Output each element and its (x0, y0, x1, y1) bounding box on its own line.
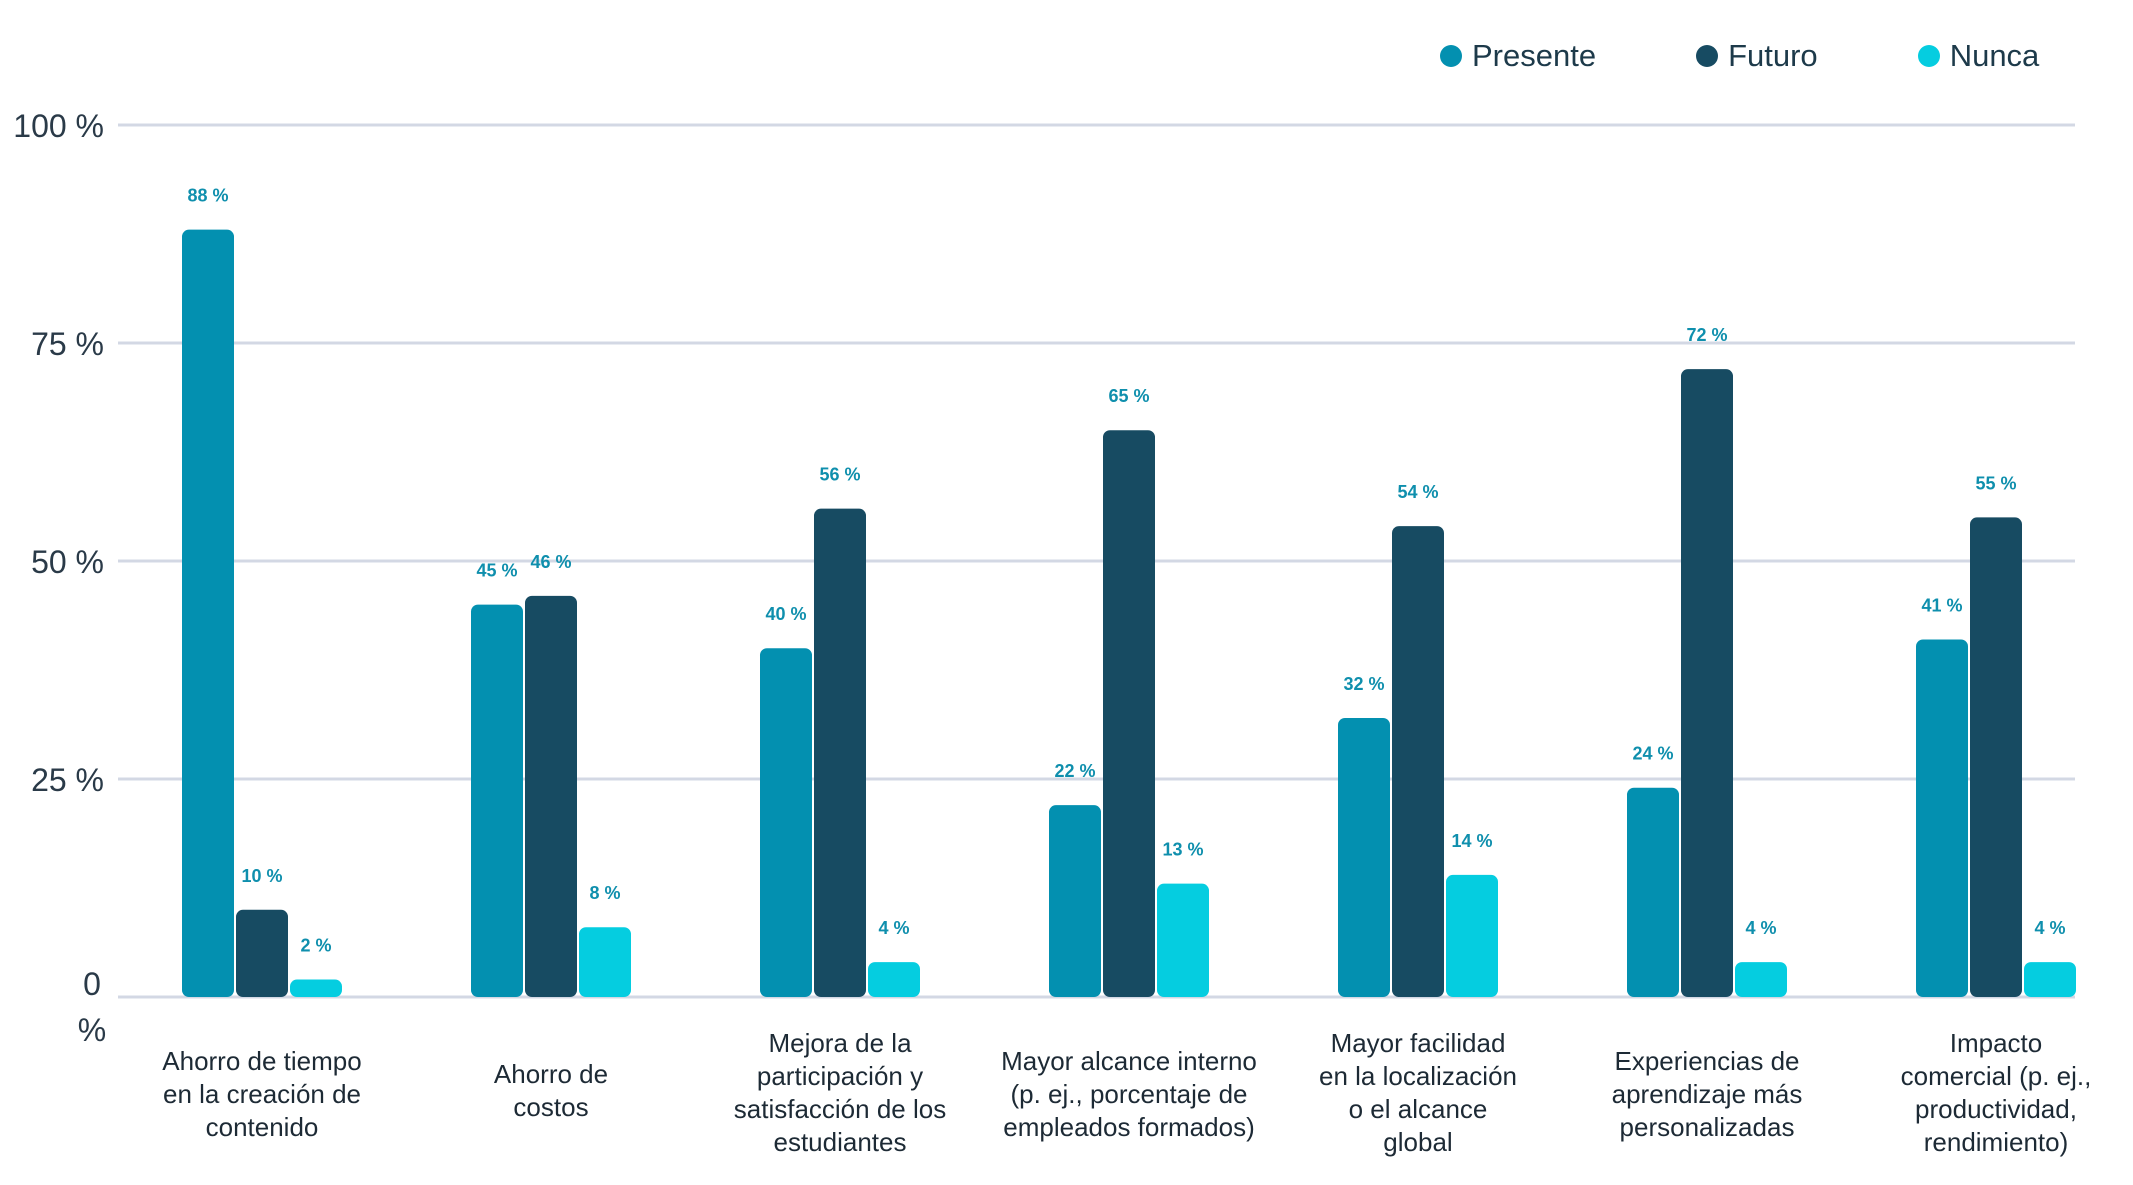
category-label: productividad, (1915, 1094, 2077, 1124)
legend-item-presente: Presente (1440, 36, 1596, 76)
category-label: participación y (757, 1061, 923, 1091)
y-tick-label: % (78, 1012, 106, 1048)
bar-presente (1627, 787, 1679, 997)
category-label: rendimiento) (1924, 1127, 2069, 1157)
legend-label: Presente (1472, 38, 1597, 73)
data-label: 4 % (1745, 918, 1776, 938)
bar-futuro (236, 909, 288, 997)
data-label: 13 % (1162, 840, 1203, 860)
bar-presente (182, 229, 234, 997)
data-label: 24 % (1632, 744, 1673, 764)
legend-label: Futuro (1728, 38, 1818, 73)
category-label: en la creación de (163, 1079, 361, 1109)
data-label: 55 % (1975, 473, 2016, 493)
category-label: empleados formados) (1003, 1112, 1254, 1142)
bar-futuro (814, 508, 866, 997)
bar-nunca (1157, 883, 1209, 997)
data-label: 2 % (300, 936, 331, 956)
category-label: Ahorro de tiempo (162, 1046, 361, 1076)
legend-swatch (1917, 45, 1940, 67)
y-tick-label: 100 % (13, 108, 104, 144)
category-label: Mayor alcance interno (1001, 1046, 1257, 1076)
bar-presente (760, 648, 812, 997)
y-tick-label: 75 % (31, 326, 104, 362)
category-label: contenido (206, 1112, 319, 1142)
data-label: 8 % (589, 883, 620, 903)
legend-swatch (1696, 45, 1719, 67)
data-label: 22 % (1054, 761, 1095, 781)
legend-label: Nunca (1949, 38, 2040, 73)
data-label: 46 % (530, 552, 571, 572)
category-label: Mayor facilidad (1331, 1028, 1506, 1058)
category-label: aprendizaje más (1612, 1079, 1803, 1109)
data-label: 56 % (819, 465, 860, 485)
category-label: en la localización (1319, 1061, 1517, 1091)
data-label: 54 % (1397, 482, 1438, 502)
category-label: estudiantes (774, 1127, 907, 1157)
category-label: personalizadas (1620, 1112, 1795, 1142)
legend-item-nunca: Nunca (1917, 36, 2040, 76)
bar-futuro (1103, 430, 1155, 997)
category-label: Ahorro de (494, 1059, 608, 1089)
data-label: 45 % (476, 561, 517, 581)
legend: Presente Futuro Nunca (1440, 36, 2039, 76)
bar-futuro (1970, 517, 2022, 997)
category-label: Mejora de la (768, 1028, 912, 1058)
y-tick-label: 25 % (31, 762, 104, 798)
bar-presente (1049, 805, 1101, 997)
bar-futuro (525, 595, 577, 997)
data-label: 10 % (241, 866, 282, 886)
y-tick-label: 50 % (31, 544, 104, 580)
data-label: 4 % (878, 918, 909, 938)
bar-futuro (1392, 526, 1444, 997)
bar-nunca (1446, 874, 1498, 997)
data-label: 72 % (1686, 325, 1727, 345)
bar-nunca (290, 979, 342, 997)
legend-swatch (1440, 45, 1462, 67)
data-label: 4 % (2034, 918, 2065, 938)
category-label: o el alcance (1349, 1094, 1488, 1124)
bar-nunca (579, 927, 631, 997)
bar-nunca (1735, 962, 1787, 997)
bar-futuro (1681, 369, 1733, 997)
bar-presente (471, 604, 523, 997)
data-label: 41 % (1921, 595, 1962, 615)
category-label: costos (513, 1092, 588, 1122)
category-label: comercial (p. ej., (1901, 1061, 2092, 1091)
category-label: Impacto (1950, 1028, 2043, 1058)
data-label: 65 % (1108, 386, 1149, 406)
bar-presente (1916, 639, 1968, 997)
data-label: 32 % (1343, 674, 1384, 694)
category-label: Experiencias de (1615, 1046, 1800, 1076)
legend-item-futuro: Futuro (1696, 36, 1818, 76)
category-label: (p. ej., porcentaje de (1010, 1079, 1247, 1109)
data-label: 88 % (187, 186, 228, 206)
category-label: satisfacción de los (734, 1094, 946, 1124)
category-label: global (1383, 1127, 1452, 1157)
bar-nunca (2024, 962, 2076, 997)
data-label: 40 % (765, 604, 806, 624)
bar-nunca (868, 962, 920, 997)
y-tick-label: 0 (83, 966, 101, 1002)
bar-presente (1338, 717, 1390, 997)
data-label: 14 % (1451, 831, 1492, 851)
